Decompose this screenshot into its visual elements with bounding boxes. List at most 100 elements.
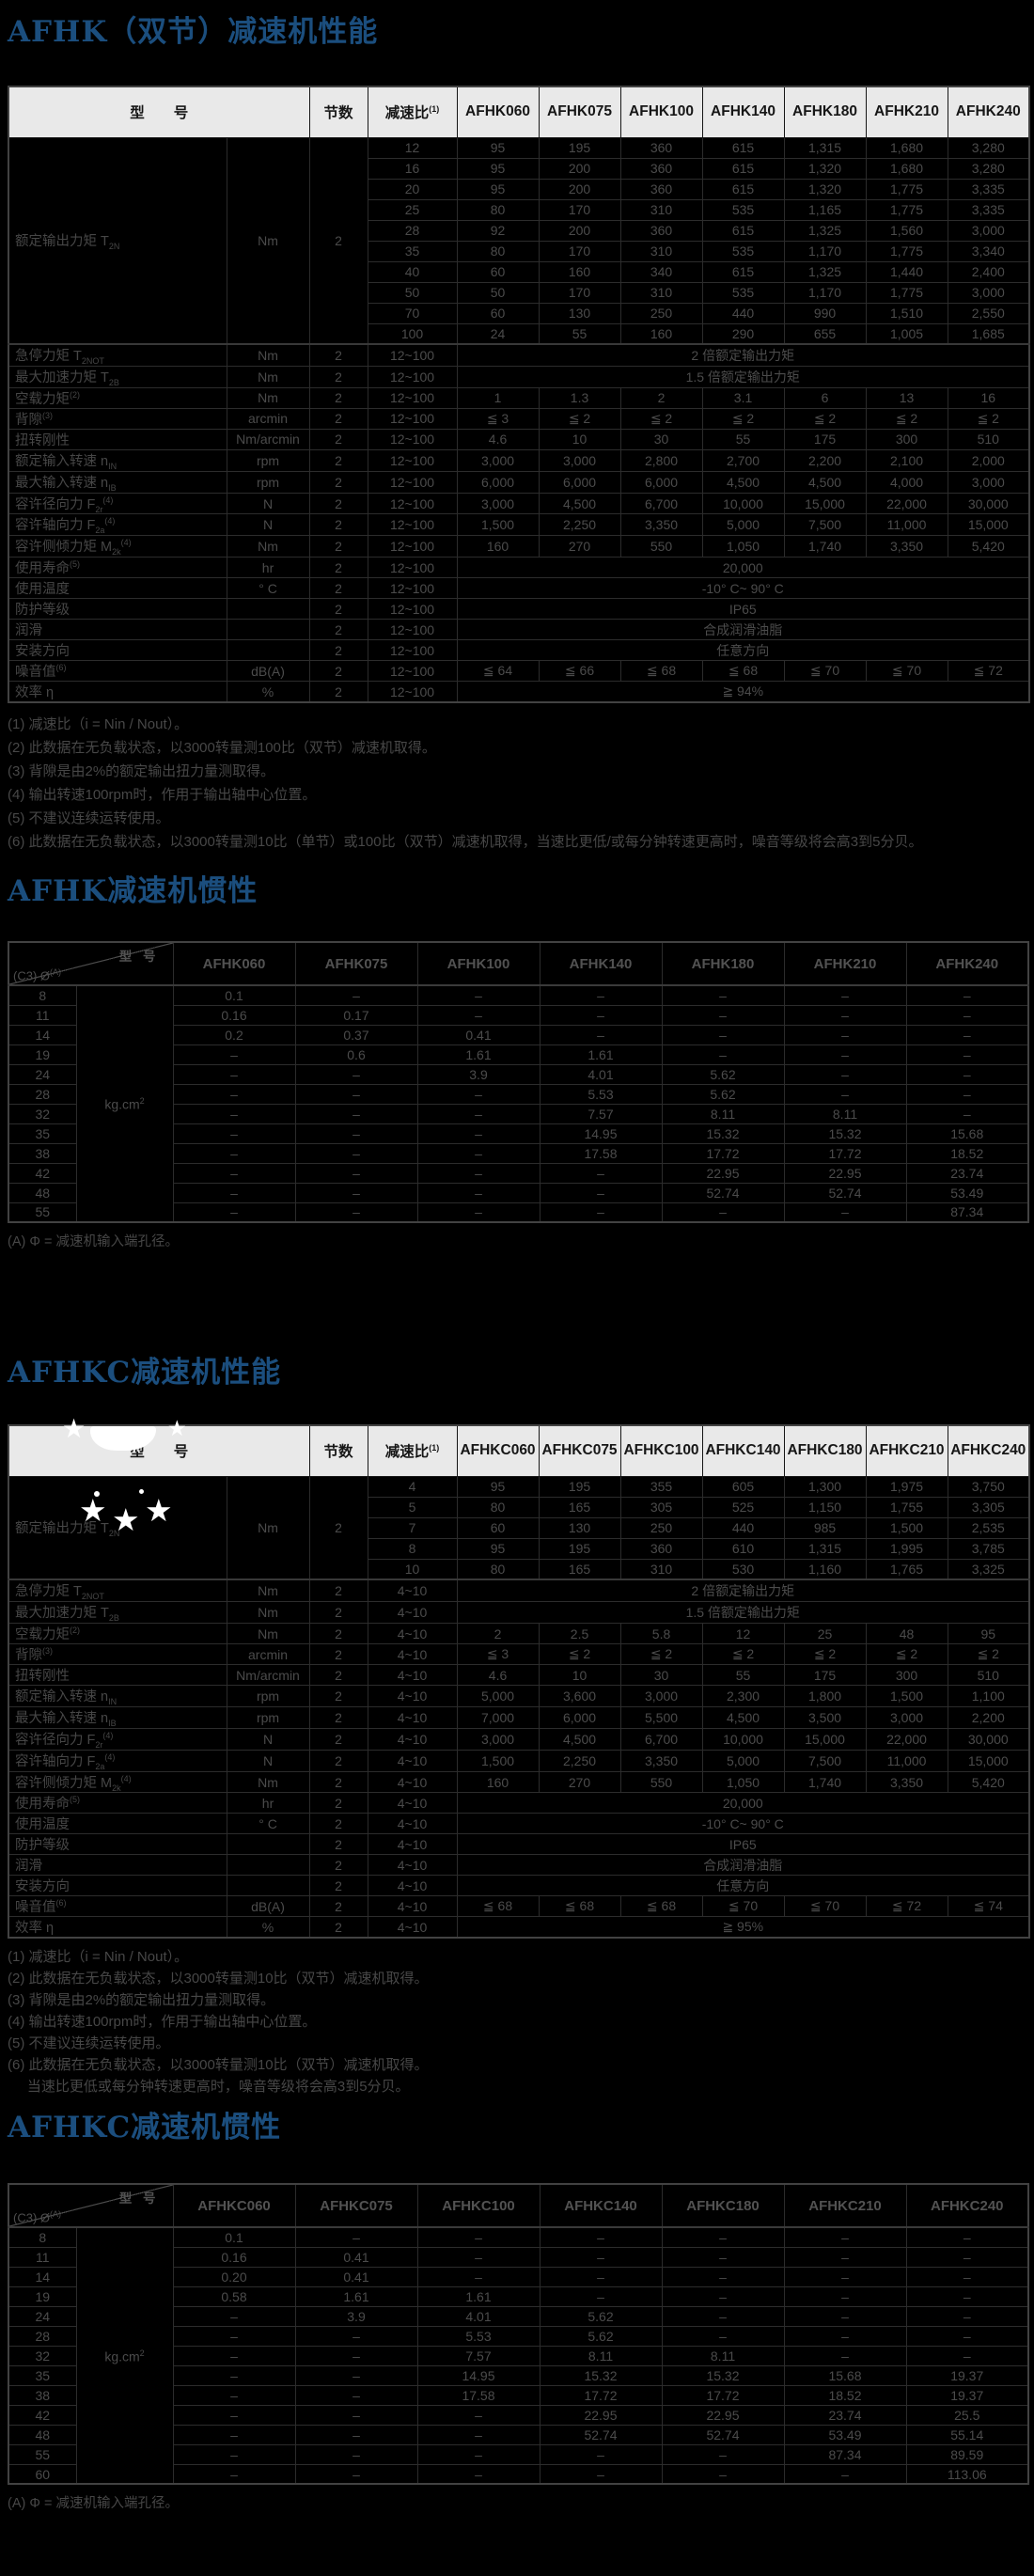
value-cell: ≦ 2: [783, 407, 867, 430]
value-cell: 0.41: [294, 2266, 418, 2287]
value-cell: 300: [865, 428, 948, 450]
table-body: 8 kg.cm2 0.1– – – – – –11 0.16 0.41– – – – –14 0.20 0.4…: [8, 2226, 1029, 2485]
value-cell: 25.5: [905, 2404, 1029, 2426]
value-cell: 15.32: [661, 2364, 785, 2386]
value-cell: 3,280: [947, 157, 1030, 180]
value-cell: 615: [701, 260, 785, 283]
ratio-range-cell: 12~100: [367, 428, 458, 450]
value-cell: 3,000: [456, 448, 540, 472]
value-cell: –: [905, 2285, 1029, 2307]
value-cell: ≦ 2: [701, 1643, 785, 1666]
unit-cell: Nm/arcmin: [226, 428, 310, 450]
value-cell: 510: [947, 1664, 1030, 1687]
value-cell: 310: [619, 1558, 703, 1580]
value-cell: 4.01: [539, 1063, 663, 1085]
value-cell: ≦ 2: [947, 407, 1030, 430]
row-label: 额定输入转速 nIN: [8, 1685, 227, 1707]
value-cell: 200: [538, 178, 621, 200]
span-value-cell: 任意方向: [456, 639, 1030, 662]
inertia-row: 8 kg.cm2 0.1– – – – – –: [8, 2226, 1029, 2485]
ratio-range-cell: 12~100: [367, 557, 458, 579]
value-cell: 15.32: [539, 2364, 663, 2386]
unit-cell: rpm: [226, 448, 310, 472]
diagonal-header-model-label: 型 号: [118, 950, 160, 965]
value-cell: 1,510: [865, 302, 948, 324]
stages-cell: 2: [308, 1664, 368, 1687]
value-cell: 18.52: [783, 2384, 907, 2406]
bore-cell: 35: [8, 2364, 77, 2386]
value-cell: 14.95: [416, 2364, 540, 2386]
value-cell: –: [783, 2325, 907, 2347]
value-cell: 2,200: [783, 448, 867, 472]
row-label: 使用温度: [8, 577, 227, 600]
value-cell: 2,550: [947, 302, 1030, 324]
stages-cell: 2: [308, 136, 368, 345]
value-cell: 50: [456, 281, 540, 304]
spec-row: 容许径向力 F2r(4) N 2 12~100 3,000 4,500 6,700 10,00…: [8, 492, 1030, 515]
value-cell: 22,000: [865, 492, 948, 515]
value-cell: –: [905, 1083, 1029, 1105]
value-cell: 10,000: [701, 492, 785, 515]
ratio-cell: 70: [367, 302, 458, 324]
value-cell: 22,000: [865, 1727, 948, 1751]
value-cell: 0.16: [172, 2246, 296, 2268]
value-cell: 655: [783, 322, 867, 345]
value-cell: –: [294, 1103, 418, 1124]
value-cell: 3,350: [619, 513, 703, 537]
row-label: 最大输入转速 nIB: [8, 1705, 227, 1729]
table-header: 型 号节数 减速比(1) AFHK060 AFHK075 AFHK100 AFHK140 A…: [8, 86, 1030, 138]
stages-cell: 2: [308, 1749, 368, 1772]
value-cell: –: [905, 1004, 1029, 1026]
value-cell: 3,000: [947, 470, 1030, 494]
span-value-cell: ≧ 95%: [456, 1916, 1030, 1939]
value-cell: 13: [865, 386, 948, 409]
value-cell: 550: [619, 535, 703, 558]
bore-cell: 38: [8, 1142, 77, 1164]
value-cell: –: [294, 2384, 418, 2406]
ratio-range-cell: 12~100: [367, 535, 458, 558]
row-label: 最大输入转速 nIB: [8, 470, 227, 494]
value-cell: 1.61: [539, 1044, 663, 1065]
row-label: 最大加速力矩 T2B: [8, 365, 227, 388]
value-cell: 1,315: [783, 136, 867, 159]
value-cell: 1,300: [783, 1475, 867, 1498]
value-cell: 1,500: [456, 513, 540, 537]
column-header-model-size: AFHK210: [865, 86, 948, 138]
value-cell: 60: [456, 260, 540, 283]
afhk-inertia-footnote: (A) Φ = 减速机输入端孔径。: [8, 1234, 179, 1250]
value-cell: 12: [701, 1623, 785, 1645]
value-cell: 6,000: [456, 470, 540, 494]
bore-cell: 11: [8, 2246, 77, 2268]
spec-row: 安装方向 2 12~100 任意方向: [8, 639, 1030, 662]
value-cell: ≦ 68: [538, 1895, 621, 1918]
value-cell: 0.17: [294, 1004, 418, 1026]
value-cell: –: [539, 1182, 663, 1203]
ratio-range-cell: 4~10: [367, 1643, 458, 1666]
value-cell: 92: [456, 219, 540, 242]
value-cell: 300: [865, 1664, 948, 1687]
value-cell: –: [905, 1063, 1029, 1085]
value-cell: 3,785: [947, 1537, 1030, 1560]
ratio-cell: 25: [367, 198, 458, 221]
value-cell: 175: [783, 428, 867, 450]
row-label: 使用温度: [8, 1813, 227, 1835]
value-cell: –: [294, 2226, 418, 2248]
value-cell: –: [294, 1123, 418, 1144]
value-cell: 1,765: [865, 1558, 948, 1580]
inertia-row: 55– – – – –87.34 89.59: [8, 2443, 1029, 2465]
column-header-model-size: AFHKC240: [947, 1424, 1030, 1477]
row-label: 背隙(3): [8, 407, 227, 430]
value-cell: 95: [456, 178, 540, 200]
value-cell: –: [783, 2266, 907, 2287]
inertia-row: 24– –3.9 4.01 5.62– –: [8, 1063, 1029, 1085]
stages-cell: 2: [308, 1792, 368, 1814]
span-value-cell: 1.5 倍额定输出力矩: [456, 365, 1030, 388]
value-cell: –: [539, 2226, 663, 2248]
unit-cell: rpm: [226, 1705, 310, 1729]
torque-row: 50 50 170 310 535 1,170 1,775 3,000: [8, 281, 1030, 304]
ratio-range-cell: 4~10: [367, 1727, 458, 1751]
value-cell: –: [905, 2266, 1029, 2287]
value-cell: 340: [619, 260, 703, 283]
value-cell: 3.1: [701, 386, 785, 409]
stages-cell: 2: [308, 577, 368, 600]
